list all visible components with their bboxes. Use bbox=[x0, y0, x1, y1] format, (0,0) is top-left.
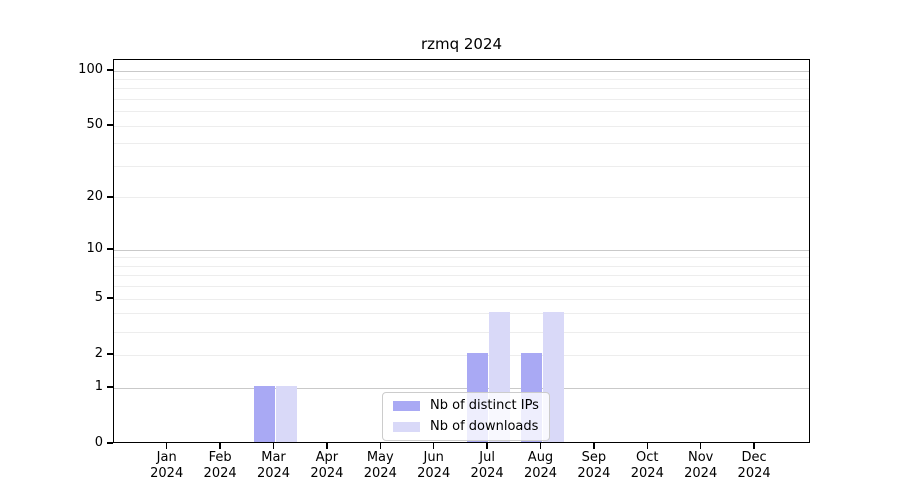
legend-label-downloads: Nb of downloads bbox=[430, 419, 539, 434]
minor-gridline-80 bbox=[114, 88, 809, 90]
minor-gridline-2 bbox=[114, 354, 809, 356]
distinct-ips-swatch-icon bbox=[393, 401, 420, 411]
x-tick-label-sep: Sep 2024 bbox=[577, 450, 611, 481]
y-tick-label-100: 100 bbox=[78, 62, 103, 77]
y-tick-mark-100 bbox=[107, 69, 113, 71]
downloads-swatch-icon bbox=[393, 422, 420, 432]
x-tick-mark-dec bbox=[753, 443, 755, 449]
minor-gridline-5 bbox=[114, 298, 809, 300]
minor-gridline-40 bbox=[114, 143, 809, 145]
minor-gridline-8 bbox=[114, 265, 809, 267]
major-gridline-10 bbox=[114, 249, 809, 251]
minor-gridline-3 bbox=[114, 331, 809, 333]
x-tick-mark-apr bbox=[326, 443, 328, 449]
major-gridline-1 bbox=[114, 387, 809, 389]
x-tick-mark-aug bbox=[539, 443, 542, 449]
x-tick-label-jul: Jul 2024 bbox=[470, 450, 504, 481]
minor-gridline-30 bbox=[114, 166, 809, 167]
x-tick-mark-oct bbox=[646, 443, 649, 449]
major-gridline-100 bbox=[114, 70, 809, 72]
y-tick-label-5: 5 bbox=[94, 290, 103, 306]
legend-row-distinct-ips: Nb of distinct IPs bbox=[393, 399, 539, 413]
bar-downloads-mar bbox=[275, 386, 297, 442]
y-tick-label-10: 10 bbox=[86, 241, 103, 257]
minor-gridline-4 bbox=[114, 313, 809, 315]
x-tick-mark-may bbox=[379, 443, 382, 449]
x-tick-mark-sep bbox=[593, 443, 595, 449]
x-tick-mark-jul bbox=[486, 443, 488, 449]
x-tick-mark-jun bbox=[432, 443, 435, 449]
y-tick-mark-2 bbox=[107, 353, 113, 355]
x-tick-label-aug: Aug 2024 bbox=[523, 450, 558, 481]
bar-distinct-ips-mar bbox=[253, 386, 275, 442]
x-tick-label-oct: Oct 2024 bbox=[630, 450, 664, 481]
chart-title: rzmq 2024 bbox=[420, 35, 503, 53]
legend: Nb of distinct IPs Nb of downloads bbox=[382, 392, 550, 441]
x-tick-label-apr: Apr 2024 bbox=[310, 450, 344, 481]
minor-gridline-7 bbox=[114, 275, 809, 277]
legend-label-distinct-ips: Nb of distinct IPs bbox=[430, 398, 539, 413]
x-tick-mark-mar bbox=[272, 443, 275, 449]
x-tick-mark-jan bbox=[165, 443, 168, 449]
minor-gridline-90 bbox=[114, 78, 809, 80]
minor-gridline-50 bbox=[114, 125, 809, 127]
x-tick-mark-feb bbox=[219, 443, 221, 449]
minor-gridline-70 bbox=[114, 99, 809, 100]
y-tick-mark-5 bbox=[107, 297, 113, 299]
minor-gridline-60 bbox=[114, 111, 809, 113]
x-tick-label-jun: Jun 2024 bbox=[417, 450, 451, 481]
minor-gridline-6 bbox=[114, 286, 809, 288]
y-tick-mark-10 bbox=[107, 248, 113, 250]
y-tick-label-0: 0 bbox=[94, 435, 103, 450]
y-tick-label-50: 50 bbox=[86, 117, 103, 133]
minor-gridline-9 bbox=[114, 257, 809, 259]
y-tick-mark-20 bbox=[107, 196, 113, 198]
y-tick-mark-0 bbox=[107, 442, 113, 444]
y-tick-mark-50 bbox=[107, 124, 113, 126]
x-tick-label-may: May 2024 bbox=[363, 450, 397, 481]
legend-row-downloads: Nb of downloads bbox=[393, 420, 539, 434]
minor-gridline-20 bbox=[114, 197, 809, 199]
x-tick-label-dec: Dec 2024 bbox=[737, 450, 771, 481]
y-tick-mark-1 bbox=[107, 386, 113, 388]
x-tick-mark-nov bbox=[699, 443, 702, 449]
x-tick-label-mar: Mar 2024 bbox=[256, 450, 291, 481]
y-tick-label-1: 1 bbox=[94, 379, 103, 394]
x-tick-label-nov: Nov 2024 bbox=[684, 450, 718, 481]
x-tick-label-feb: Feb 2024 bbox=[203, 450, 237, 481]
x-tick-label-jan: Jan 2024 bbox=[150, 450, 184, 481]
y-tick-label-2: 2 bbox=[94, 346, 103, 362]
y-tick-label-20: 20 bbox=[86, 188, 103, 204]
plot-area bbox=[113, 59, 810, 443]
